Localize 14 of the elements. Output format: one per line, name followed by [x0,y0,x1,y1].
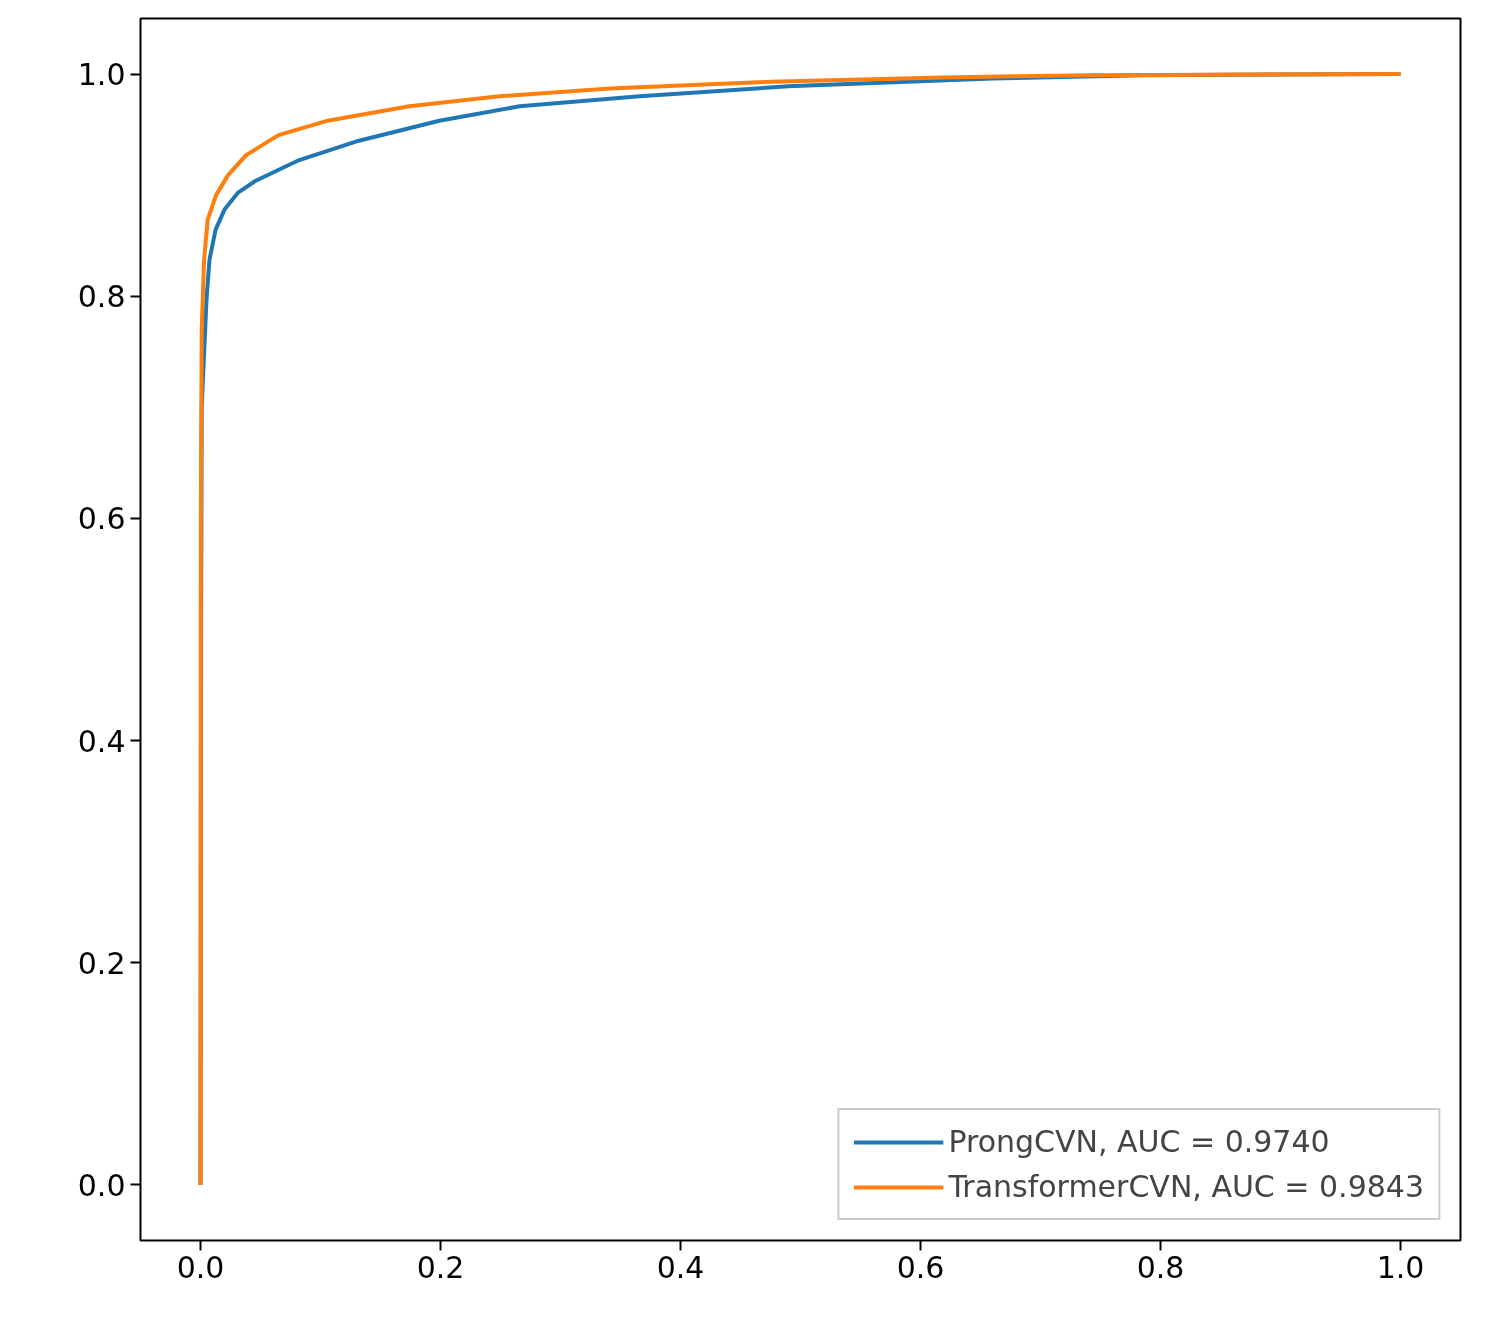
legend-label: TransformerCVN, AUC = 0.9843 [948,1169,1424,1204]
y-tick-label: 0.4 [77,723,126,759]
y-tick-label: 0.2 [77,945,126,981]
x-tick-label: 0.0 [176,1249,225,1285]
legend-label: ProngCVN, AUC = 0.9740 [948,1124,1330,1159]
y-tick-label: 0.8 [77,279,126,315]
x-tick-label: 1.0 [1376,1249,1425,1285]
x-tick-label: 0.6 [896,1249,945,1285]
x-tick-label: 0.8 [1136,1249,1185,1285]
y-tick-label: 0.6 [77,501,126,537]
y-tick-label: 0.0 [77,1167,126,1203]
x-tick-label: 0.4 [656,1249,705,1285]
x-tick-label: 0.2 [416,1249,465,1285]
y-tick-label: 1.0 [77,57,126,93]
